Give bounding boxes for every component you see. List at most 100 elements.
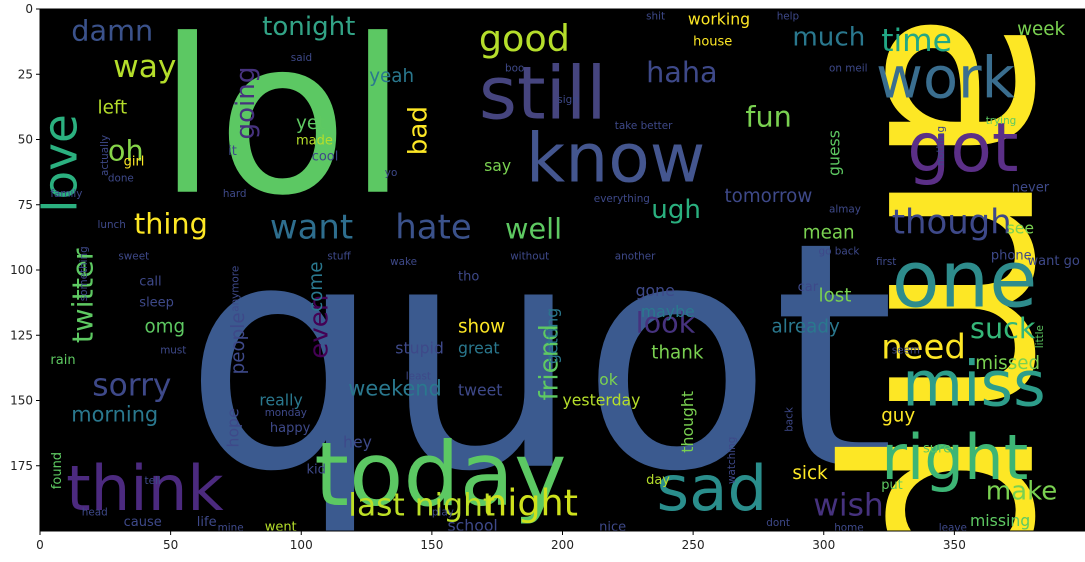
word-nothing: nothing <box>935 126 947 166</box>
word-already: already <box>772 317 840 338</box>
word-first: first <box>876 256 896 268</box>
word-morning: morning <box>71 402 158 426</box>
x-tick-label: 350 <box>943 538 966 552</box>
word-sleep: sleep <box>139 296 174 311</box>
word-hey: hey <box>343 433 372 452</box>
word-home: home <box>834 522 863 534</box>
word-haha: haha <box>646 55 718 89</box>
word-need: need <box>881 328 966 367</box>
word-maybe: maybe <box>641 302 695 321</box>
word-tomorrow: tomorrow <box>725 186 813 207</box>
word-say: say <box>484 156 511 175</box>
word-thought: thought <box>678 391 697 453</box>
y-tick-label: 75 <box>18 198 33 212</box>
word-night: night <box>484 481 578 524</box>
word-house: house <box>693 35 732 50</box>
word-another: another <box>615 251 656 263</box>
word-last-night: last night <box>348 487 495 523</box>
word-least: least <box>406 371 431 383</box>
word-without: without <box>510 251 549 263</box>
word-quot: quot <box>184 175 896 540</box>
y-tick-label: 125 <box>10 328 33 342</box>
word-little: little <box>1034 325 1046 348</box>
word-people: people <box>228 312 249 374</box>
x-tick-label: 200 <box>551 538 574 552</box>
x-tick-label: 150 <box>420 538 443 552</box>
word-yeah: yeah <box>369 66 414 87</box>
word-come: come <box>306 262 327 312</box>
y-tick-label: 0 <box>25 2 33 16</box>
word-ugh: ugh <box>651 195 701 225</box>
y-tick-label: 100 <box>10 263 33 277</box>
word-hope: hope <box>224 408 243 447</box>
word-getting: getting <box>542 308 561 364</box>
word-tho: tho <box>458 269 479 284</box>
word-suck: suck <box>970 311 1036 345</box>
word-cool: cool <box>312 149 339 164</box>
word-amp: amp <box>827 9 1085 562</box>
word-great: great <box>458 339 499 358</box>
word-car: car <box>798 280 819 295</box>
word-well: well <box>505 212 562 246</box>
word-tweet: tweet <box>458 380 502 399</box>
word-working: working <box>688 10 750 29</box>
word-lost: lost <box>819 285 852 306</box>
word-tonight: tonight <box>262 12 355 42</box>
word-put: put <box>881 478 903 493</box>
word-see: see <box>1007 219 1034 238</box>
word-missed: missed <box>975 353 1040 374</box>
y-tick-label: 50 <box>18 133 33 147</box>
word-think: think <box>66 452 224 525</box>
y-axis: 0 25 50 75 100 125 150 175 <box>10 2 40 473</box>
word-work: work <box>876 45 1016 112</box>
word-done: done <box>108 172 134 184</box>
word-mine: mine <box>218 522 244 534</box>
word-go-back: go back <box>819 245 860 257</box>
word-right: right <box>881 421 1028 494</box>
word-never: never <box>1012 181 1050 196</box>
word-leave: leave <box>939 522 967 534</box>
word-yet: yet <box>296 113 325 134</box>
word-hard: hard <box>223 188 247 200</box>
word-back: back <box>783 407 795 432</box>
word-phone: phone <box>991 249 1032 264</box>
word-today: today <box>314 423 566 526</box>
word-head: head <box>82 506 108 518</box>
word-sure: sure <box>923 442 951 457</box>
word-omg: omg <box>145 317 186 338</box>
word-family: family <box>50 188 82 200</box>
word-even: even <box>304 295 334 359</box>
word-guy: guy <box>881 405 915 426</box>
word-kid: kid <box>307 463 326 478</box>
word-play: play <box>432 506 454 518</box>
word-gone: gone <box>636 281 675 300</box>
y-tick-label: 150 <box>10 394 33 408</box>
word-guess: guess <box>824 130 843 176</box>
word-everything: everything <box>594 193 650 205</box>
word-shit: shit <box>646 10 665 22</box>
word-week: week <box>1017 19 1065 40</box>
word-ok: ok <box>599 370 619 389</box>
word-though: though <box>892 203 1012 242</box>
word-sick: sick <box>792 463 828 484</box>
word-wake: wake <box>390 256 417 268</box>
word-monday: monday <box>265 407 307 419</box>
word-cause: cause <box>124 515 162 530</box>
word-sorry: sorry <box>92 367 171 403</box>
word-look: look <box>636 306 696 340</box>
word-on-meil: on meil <box>829 63 868 75</box>
word-boo: boo <box>505 63 524 75</box>
x-tick-label: 300 <box>812 538 835 552</box>
word-said: said <box>291 52 312 64</box>
x-tick-label: 0 <box>36 538 44 552</box>
x-tick-label: 250 <box>682 538 705 552</box>
word-way: way <box>113 49 176 85</box>
word-school: school <box>448 516 498 535</box>
word-going: going <box>231 67 261 140</box>
wordcloud-background <box>40 9 1085 531</box>
word-life: life <box>197 515 217 530</box>
word-make: make <box>986 477 1058 507</box>
word-friend: friend <box>534 324 564 400</box>
